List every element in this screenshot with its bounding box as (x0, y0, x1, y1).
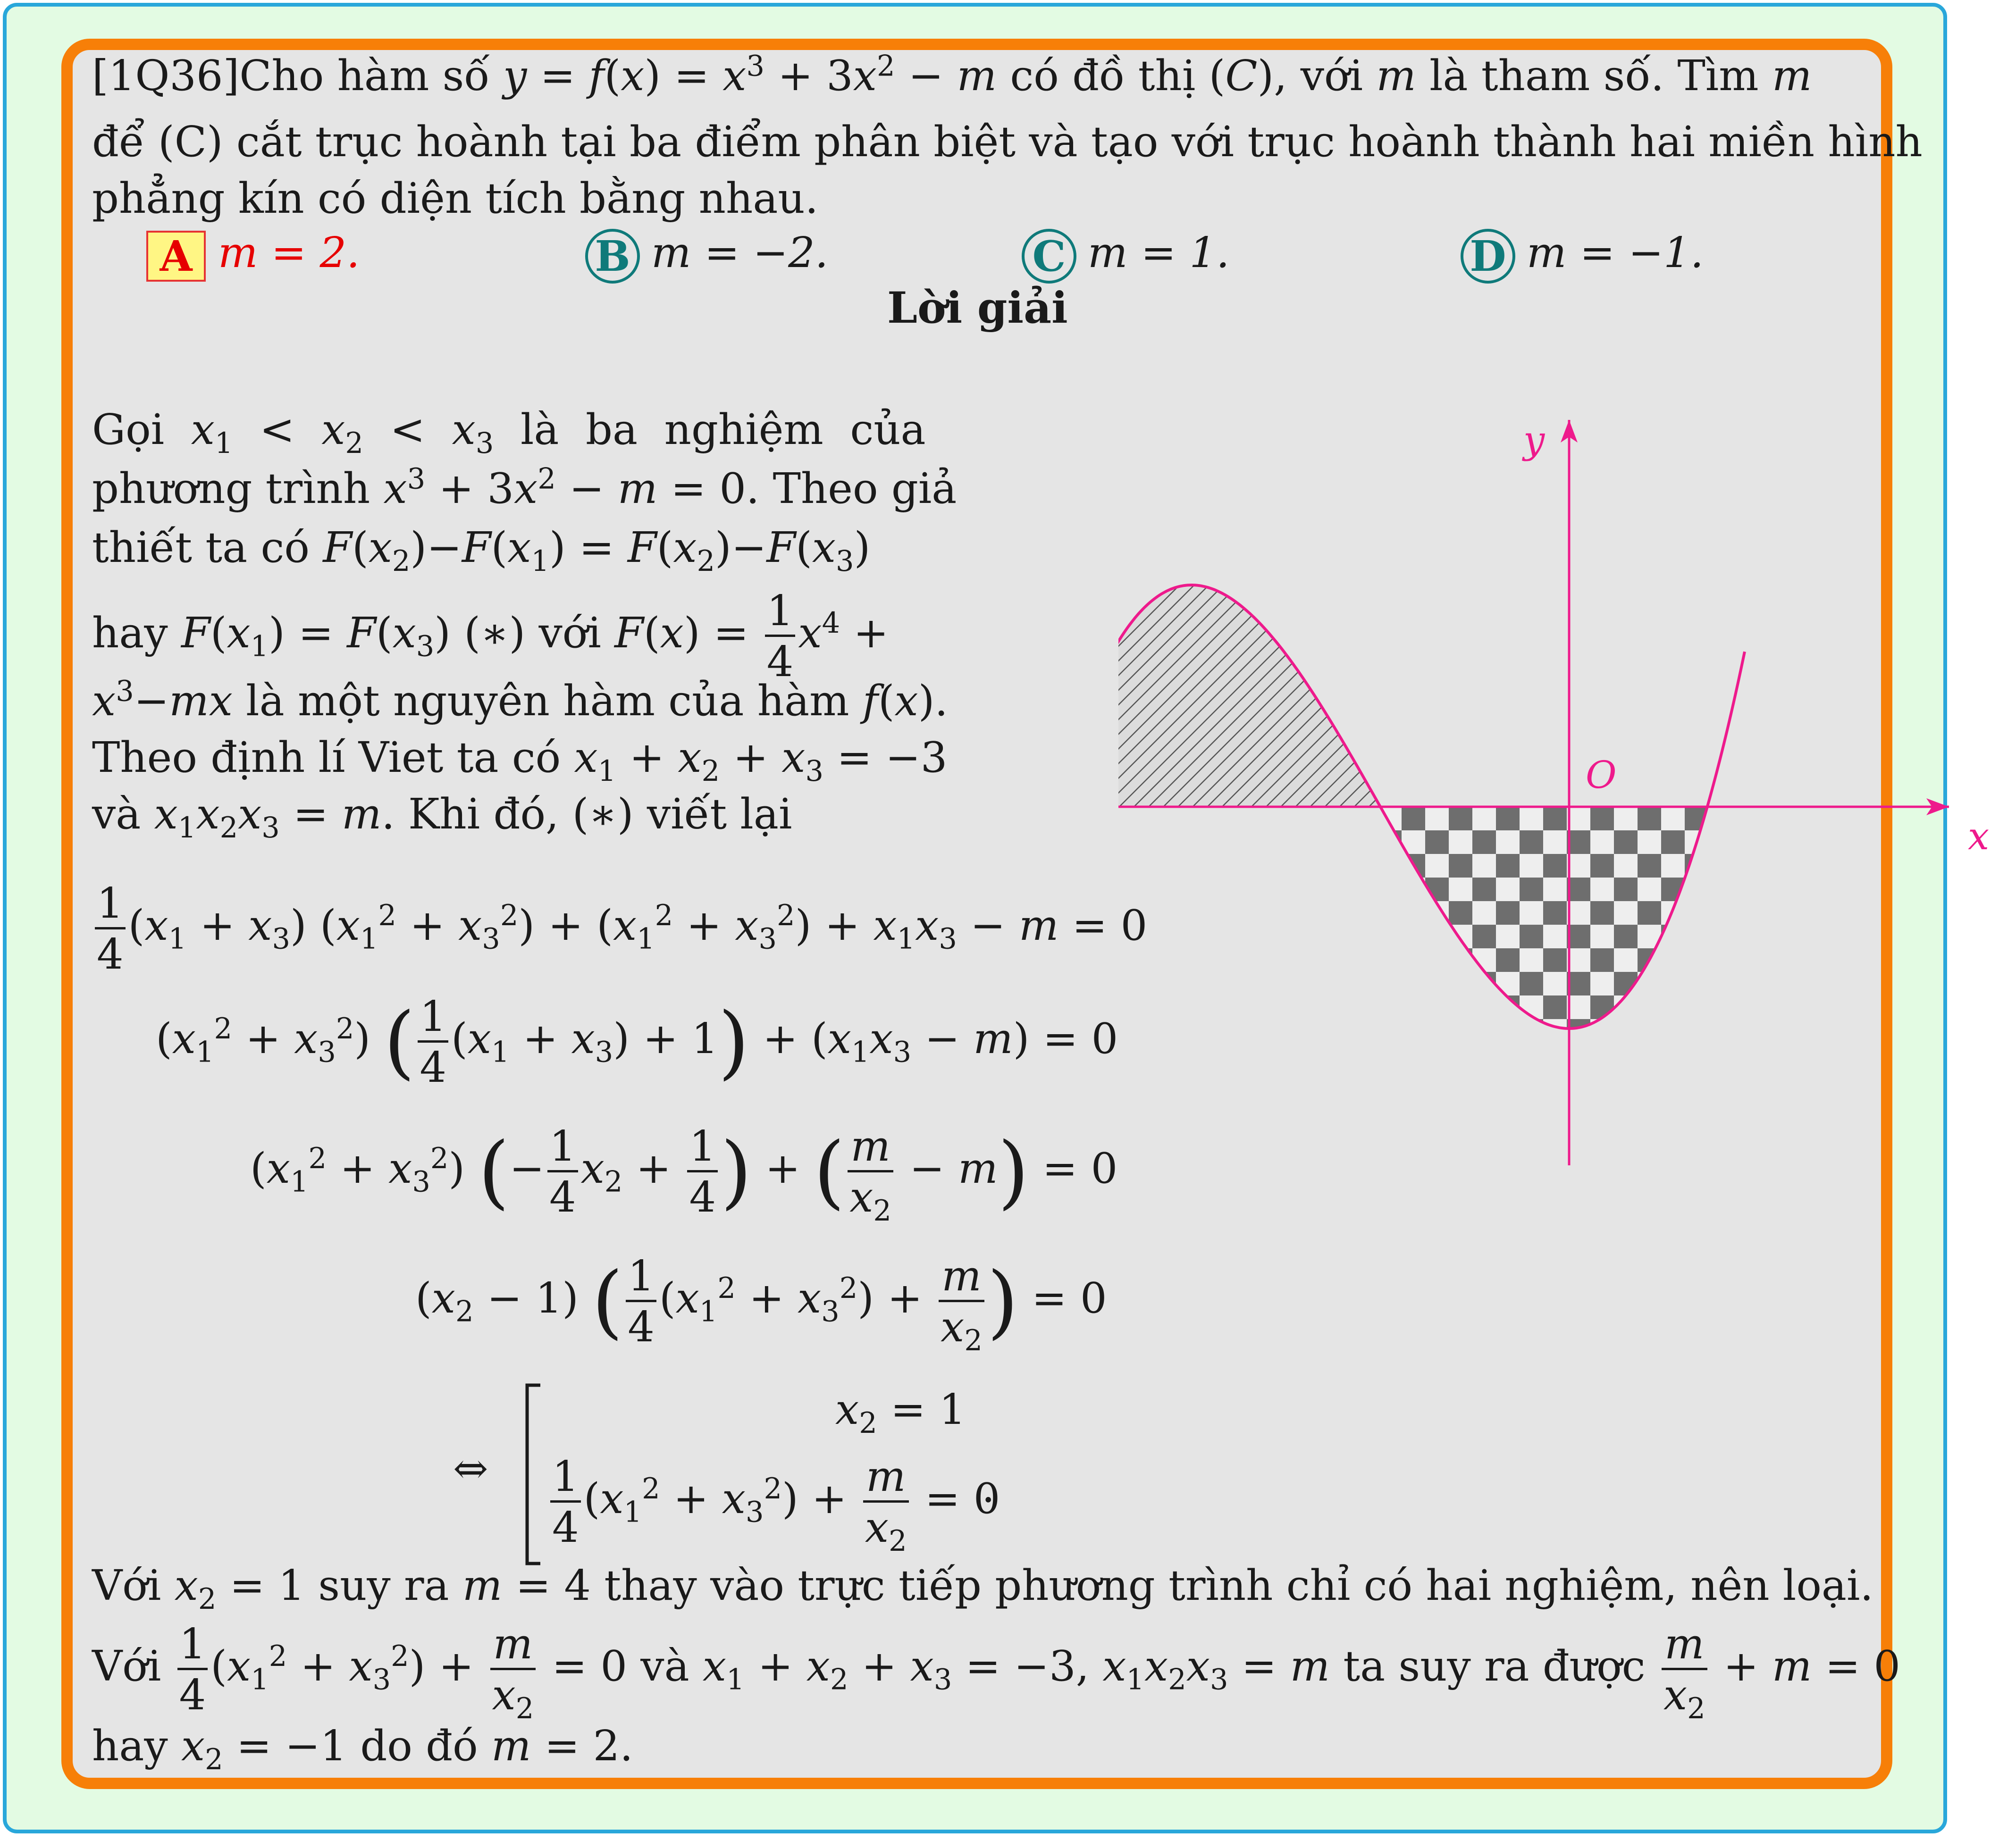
option-c-text: m = 1. (1088, 228, 1230, 277)
checkerboard-region (1380, 807, 1707, 1029)
y-axis-arrow (1561, 420, 1578, 443)
question-line-3: phẳng kín có diện tích bằng nhau. (92, 174, 818, 223)
conclusion-line-2: Với 1 4 (x12 + x32) + m x2 = 0 và x1 + x2 +… (92, 1619, 1900, 1725)
solution-line-7: và x1x2x3 = m. Khi đó, (∗) viết lại (92, 789, 792, 845)
y-axis-label: y (1522, 418, 1546, 462)
conclusion-line-3: hay x2 = −1 do đó m = 2. (92, 1721, 633, 1776)
question-line-1: [1Q36]Cho hàm số y = f(x) = x3 + 3x2 − m… (92, 50, 1812, 100)
option-a-marker: A (146, 230, 206, 282)
cubic-curve (1118, 583, 1746, 1030)
option-d-text: m = −1. (1527, 228, 1704, 277)
origin-label: O (1586, 753, 1617, 797)
question-line-2: để (C) cắt trục hoành tại ba điểm phân b… (92, 117, 1923, 166)
system-bracket (525, 1383, 540, 1565)
solution-heading: Lời giải (887, 283, 1068, 333)
solution-line-6: Theo định lí Viet ta có x1 + x2 + x3 = −… (92, 733, 948, 788)
option-c-marker: C (1022, 228, 1076, 284)
solution-line-4: hay F(x1) = F(x3) (∗) với F(x) = 1 4 x4 + (92, 586, 889, 686)
system-period: . (982, 1463, 995, 1512)
solution-line-3: thiết ta có F(x2)−F(x1) = F(x2)−F(x3) (92, 523, 871, 578)
system-line-1: x2 = 1 (835, 1385, 966, 1440)
equation-2: (x12 + x32) (1 4 (x1 + x3) + 1) + (x1x3 − … (156, 992, 1118, 1092)
option-d-marker: D (1461, 228, 1515, 284)
function-graph: x y O (1118, 418, 1989, 1165)
x-axis-arrow (1926, 798, 1949, 815)
hatched-region (1118, 585, 1380, 807)
equation-3: (x12 + x32) (− 1 4 x2 + 1 4) + (m x2 − m) = 0 (250, 1121, 1118, 1228)
option-b-text: m = −2. (651, 228, 829, 277)
option-a-text: m = 2. (218, 228, 360, 277)
conclusion-line-1: Với x2 = 1 suy ra m = 4 thay vào trực ti… (92, 1561, 1873, 1616)
equation-1: 1 4 (x1 + x3) (x12 + x32) + (x12 + x32) + … (92, 882, 1147, 975)
solution-line-5: x3−mx là một nguyên hàm của hàm f(x). (92, 675, 948, 725)
system-line-2: 1 4 (x12 + x32) + m x2 = 0 (547, 1455, 1000, 1556)
x-axis-label: x (1968, 814, 1989, 858)
equivalence-symbol: ⇔ (453, 1444, 488, 1493)
option-b-marker: B (585, 228, 640, 284)
solution-line-2: phương trình x3 + 3x2 − m = 0. Theo giả (92, 462, 957, 513)
solution-line-1: Gọi x1 < x2 < x3 là ba nghiệm của (92, 405, 926, 460)
equation-4: (x2 − 1) (1 4 (x12 + x32) + m x2) = 0 (415, 1251, 1107, 1357)
